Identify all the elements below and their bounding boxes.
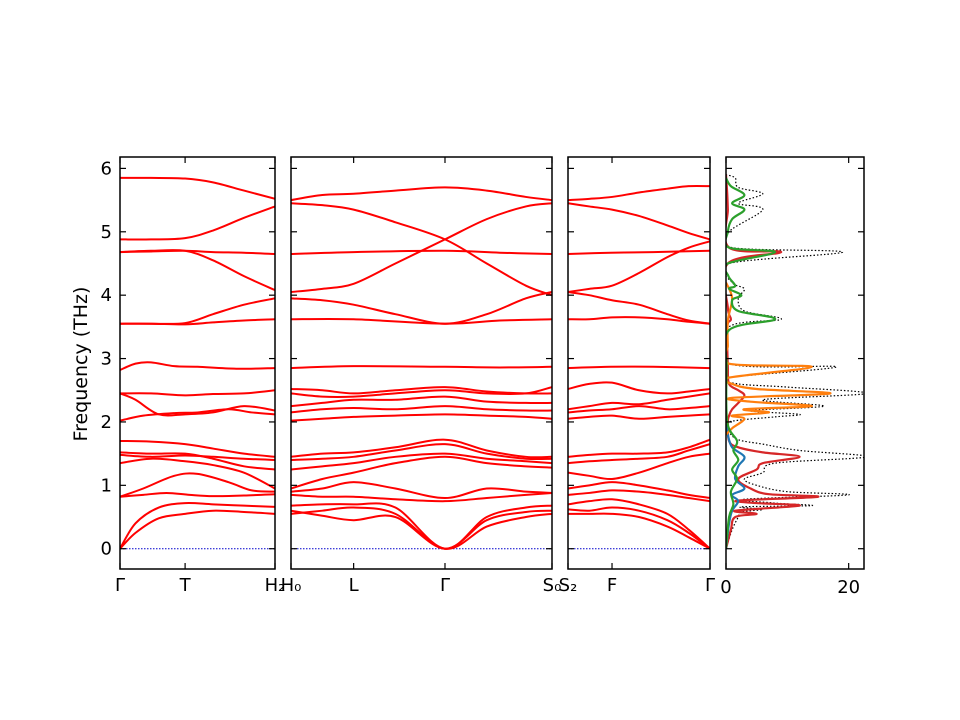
phonon-band — [120, 297, 275, 325]
phonon-band — [568, 405, 710, 414]
phonon-band — [291, 452, 552, 471]
phonon-band — [291, 481, 552, 500]
phonon-band — [291, 291, 552, 325]
phonon-band — [568, 381, 710, 395]
phonon-band — [120, 472, 275, 498]
y-tick-label: 4 — [101, 285, 112, 306]
phonon-band — [568, 184, 710, 202]
phonon-band — [120, 389, 275, 397]
phonon-band — [568, 392, 710, 411]
high-symmetry-label: S₂ — [559, 575, 578, 596]
phonon-band — [568, 291, 710, 325]
dos-panel-frame — [725, 156, 865, 570]
band-lines — [291, 186, 552, 550]
y-tick-label: 0 — [101, 539, 112, 560]
high-symmetry-label: L — [349, 575, 359, 596]
phonon-band — [291, 506, 552, 550]
band-panel-frame — [119, 156, 276, 570]
phonon-band — [568, 452, 710, 481]
high-symmetry-label: S₀ — [543, 575, 562, 596]
band-lines — [120, 176, 275, 550]
band-panel-1: 0 1 2 3 4 5 6 Γ T H₂ — [101, 156, 286, 596]
phonon-band — [120, 205, 275, 241]
phonon-band — [291, 455, 552, 490]
phonon-band — [291, 202, 552, 297]
phonon-band — [120, 457, 275, 490]
phonon-band — [568, 240, 710, 293]
band-panel-2: H₀ L Γ S₀ — [281, 156, 562, 596]
phonon-band — [568, 489, 710, 503]
phonon-band — [120, 451, 275, 471]
partial-dos-curve — [726, 177, 777, 549]
phonon-band — [291, 395, 552, 408]
phonon-band — [291, 509, 552, 550]
phonon-band — [568, 365, 710, 370]
high-symmetry-label: T — [179, 575, 192, 596]
phonon-band — [291, 405, 552, 414]
dos-panel: 0 20 — [720, 156, 865, 598]
phonon-band — [120, 361, 275, 371]
dos-x-tick-label: 20 — [837, 577, 860, 598]
high-symmetry-label: Γ — [115, 575, 125, 596]
band-panel-3: S₂ F Γ — [559, 156, 715, 596]
phonon-band — [120, 176, 275, 200]
high-symmetry-label: H₂ — [265, 575, 286, 596]
phonon-band — [291, 386, 552, 395]
phonon-band — [291, 186, 552, 202]
phonon-band — [120, 501, 275, 550]
phonon-band — [120, 249, 275, 292]
phonon-band — [568, 249, 710, 255]
phonon-band — [568, 443, 710, 465]
partial-dos-curve — [726, 282, 832, 436]
dos-x-tick-label: 0 — [720, 577, 731, 598]
high-symmetry-label: Γ — [440, 575, 450, 596]
phonon-band — [568, 498, 710, 550]
y-tick-label: 6 — [101, 158, 112, 179]
y-tick-label: 3 — [101, 349, 112, 370]
y-tick-label: 5 — [101, 222, 112, 243]
total-dos-curve — [726, 174, 864, 549]
phonon-band — [291, 443, 552, 461]
phonon-band — [291, 491, 552, 503]
y-axis-label: Frequency (THz) — [70, 287, 92, 442]
phonon-band — [568, 202, 710, 241]
phonon-band — [568, 512, 710, 550]
y-tick-label: 2 — [101, 412, 112, 433]
phonon-band — [291, 249, 552, 255]
band-panel-frame — [567, 156, 711, 570]
phonon-band — [120, 439, 275, 458]
dos-curves — [726, 174, 864, 549]
phonon-band — [291, 438, 552, 459]
phonon-band — [568, 413, 710, 420]
band-panel-frame — [290, 156, 553, 570]
phonon-band — [291, 502, 552, 550]
band-lines — [568, 184, 710, 550]
high-symmetry-label: Γ — [705, 575, 715, 596]
phonon-band — [568, 481, 710, 499]
phonon-band — [568, 506, 710, 550]
high-symmetry-label: F — [607, 575, 617, 596]
phonon-band — [291, 365, 552, 370]
phonon-band — [120, 509, 275, 550]
phonon-band — [120, 392, 275, 417]
phonon-band — [120, 491, 275, 498]
y-tick-label: 1 — [101, 475, 112, 496]
high-symmetry-label: H₀ — [281, 575, 302, 596]
phonon-band — [568, 316, 710, 325]
phonon-band — [291, 413, 552, 422]
phonon-band — [568, 438, 710, 458]
phonon-band — [120, 408, 275, 422]
